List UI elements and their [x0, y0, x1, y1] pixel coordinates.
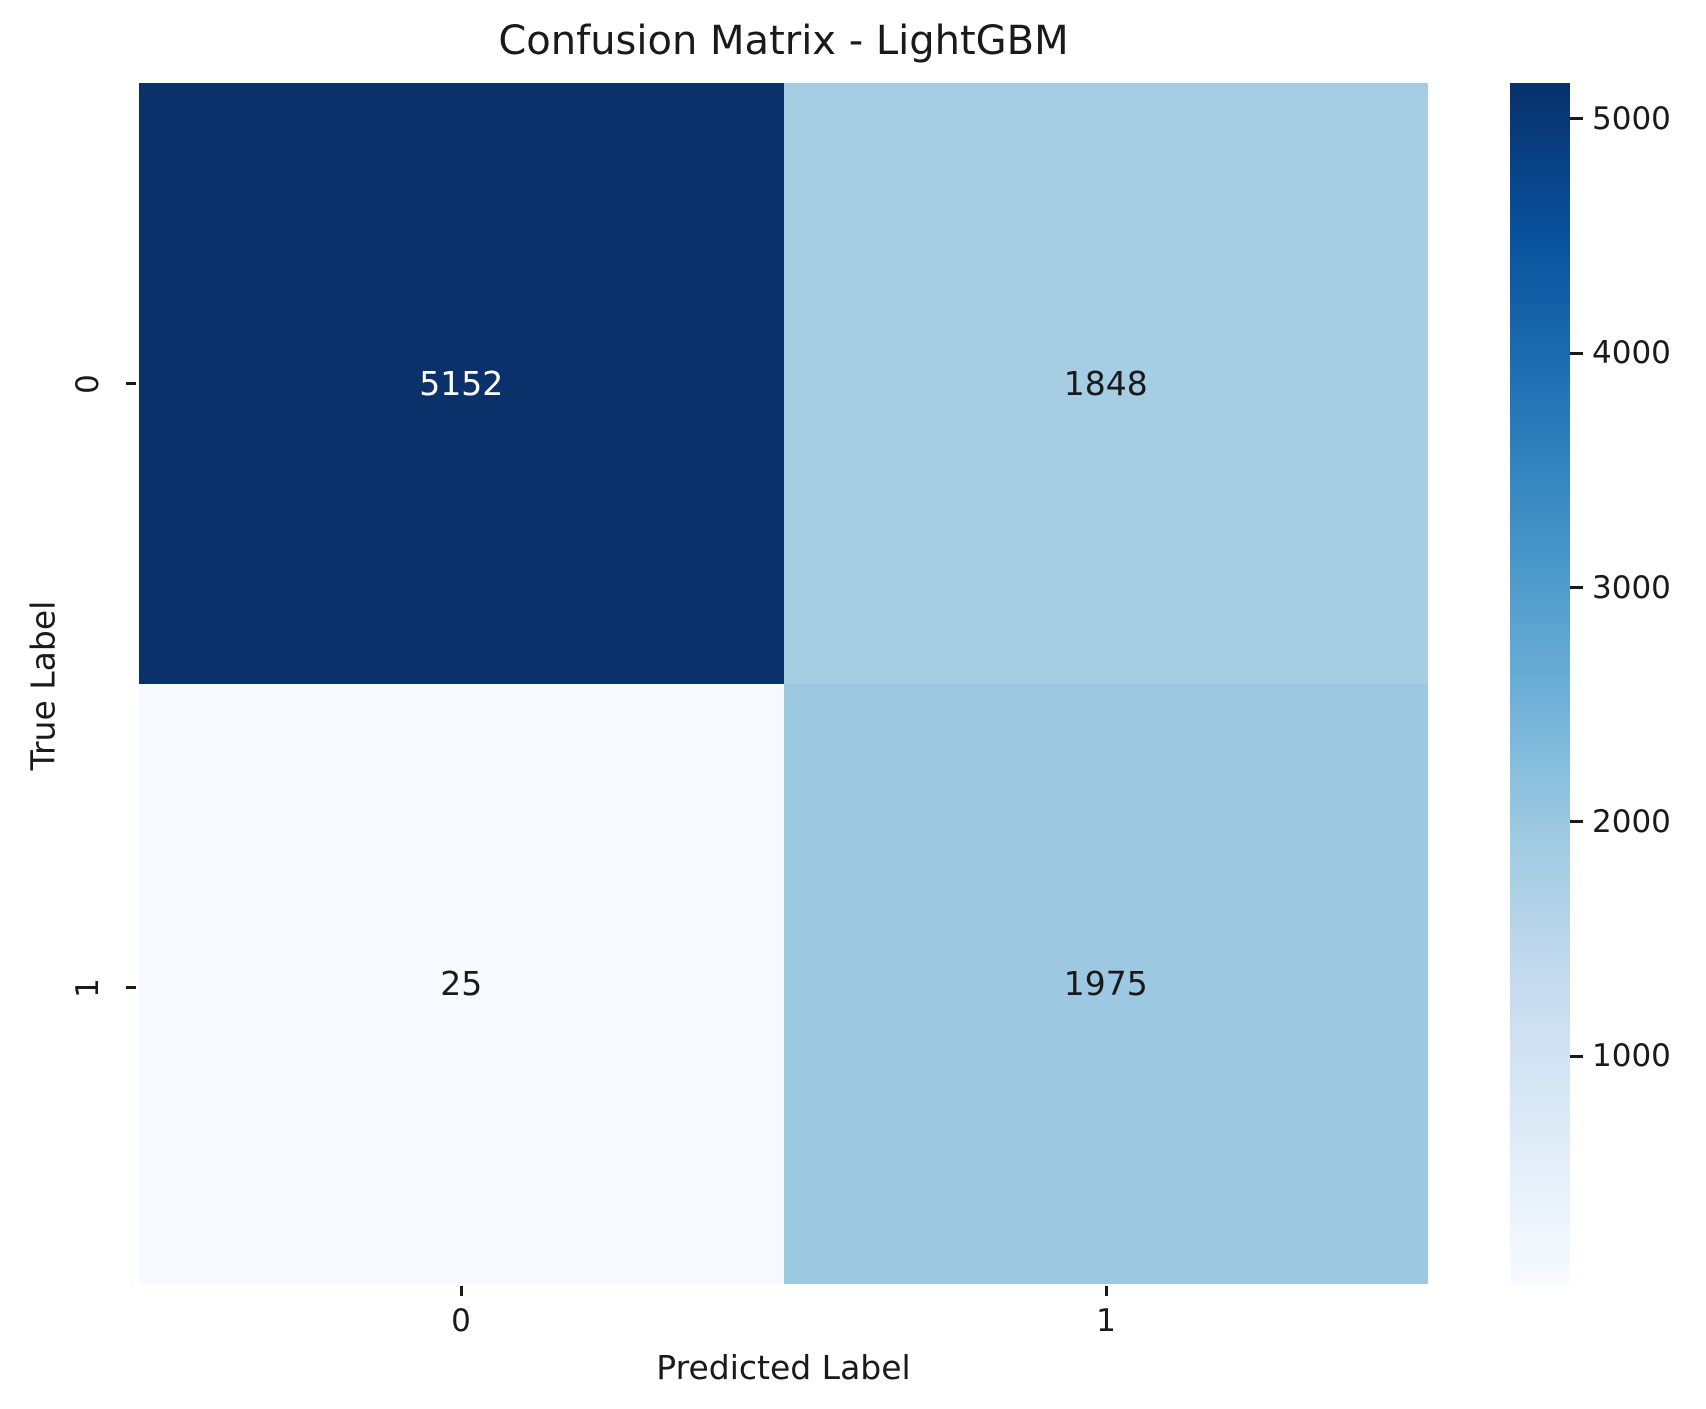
x-tick-label-0: 0	[451, 1303, 471, 1339]
heatmap-cell-true0-pred0: 5152	[139, 83, 784, 684]
colorbar-tick-label: 4000	[1592, 335, 1671, 372]
y-tick-mark-1	[126, 986, 136, 989]
cell-value: 5152	[419, 363, 504, 403]
cell-value: 1975	[1063, 964, 1148, 1004]
colorbar: 5000 4000 3000 2000 1000	[1510, 83, 1671, 1285]
colorbar-tick-mark	[1570, 820, 1583, 824]
y-tick-label-0: 0	[70, 374, 106, 394]
cell-value: 1848	[1063, 363, 1148, 403]
colorbar-tick-label: 5000	[1592, 100, 1671, 137]
y-tick-mark-0	[126, 382, 136, 385]
colorbar-tick-mark	[1570, 351, 1583, 355]
x-tick-mark-0	[460, 1286, 463, 1296]
cell-value: 25	[440, 964, 483, 1004]
colorbar-tick-mark	[1570, 117, 1583, 121]
colorbar-tick-mark	[1570, 1054, 1583, 1058]
colorbar-tick-label: 2000	[1592, 803, 1671, 840]
heatmap-cell-true1-pred1: 1975	[783, 683, 1428, 1284]
colorbar-tick-label: 3000	[1592, 569, 1671, 606]
heatmap-cell-true0-pred1: 1848	[783, 83, 1428, 684]
x-tick-label-1: 1	[1096, 1303, 1116, 1339]
colorbar-tick-label: 1000	[1592, 1038, 1671, 1075]
y-axis-label: True Label	[23, 600, 63, 771]
x-tick-mark-1	[1105, 1286, 1108, 1296]
colorbar-tick-mark	[1570, 586, 1583, 590]
heatmap-plot: 5152 1848 25 1975	[139, 83, 1428, 1284]
heatmap-cell-true1-pred0: 25	[139, 683, 784, 1284]
chart-title: Confusion Matrix - LightGBM	[498, 18, 1069, 64]
y-tick-label-1: 1	[70, 978, 106, 998]
x-axis-label: Predicted Label	[656, 1348, 911, 1387]
